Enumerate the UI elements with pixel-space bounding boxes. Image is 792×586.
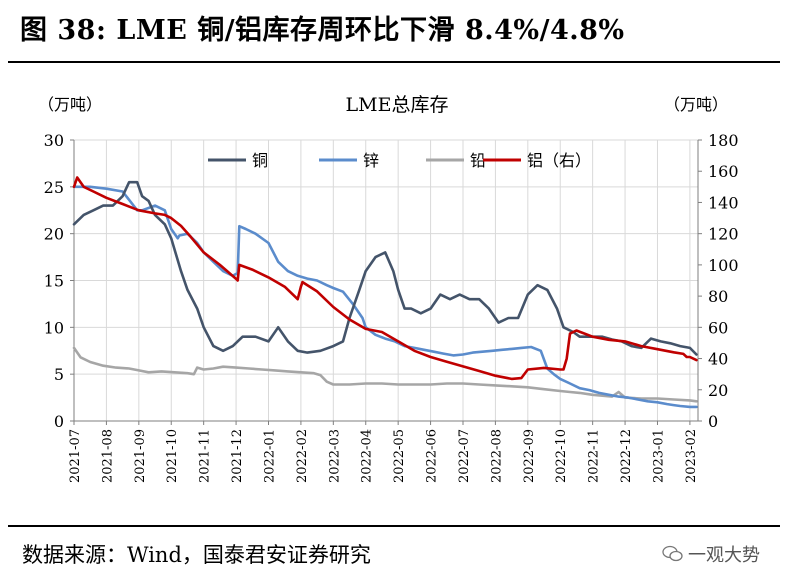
x-tick-label: 2022-10 xyxy=(554,429,569,483)
x-tick-label: 2022-01 xyxy=(262,429,277,483)
x-tick-label: 2022-09 xyxy=(522,429,537,483)
x-tick-label: 2022-08 xyxy=(489,429,504,483)
title-rule xyxy=(8,61,780,63)
x-tick-label: 2022-03 xyxy=(327,429,342,483)
right-tick-label: 0 xyxy=(708,412,718,431)
watermark: 一观大势 xyxy=(662,541,760,567)
x-tick-label: 2021-07 xyxy=(68,429,83,483)
right-tick-label: 40 xyxy=(708,350,728,369)
figure-title: 图 38: LME 铜/铝库存周环比下滑 8.4%/4.8% xyxy=(20,15,625,46)
right-tick-label: 120 xyxy=(708,225,739,244)
x-tick-label: 2021-12 xyxy=(230,429,245,483)
left-tick-label: 5 xyxy=(54,365,64,384)
wechat-icon xyxy=(662,545,683,562)
x-tick-label: 2023-02 xyxy=(684,429,699,483)
source-note: 数据来源：Wind，国泰君安证券研究 xyxy=(22,543,371,567)
x-tick-label: 2023-01 xyxy=(651,429,666,483)
x-tick-label: 2022-11 xyxy=(587,429,602,483)
x-tick-label: 2021-10 xyxy=(165,429,180,483)
left-tick-label: 15 xyxy=(44,272,64,291)
series-line xyxy=(72,176,698,381)
x-tick-label: 2021-08 xyxy=(100,429,115,483)
legend-label: 锌 xyxy=(363,151,379,170)
legend-label: 铝（右） xyxy=(527,151,591,170)
x-tick-label: 2022-05 xyxy=(392,429,407,483)
series-line xyxy=(72,346,698,403)
x-tick-label: 2022-02 xyxy=(295,429,310,483)
right-tick-label: 60 xyxy=(708,318,728,337)
right-tick-label: 160 xyxy=(708,162,739,181)
right-tick-label: 140 xyxy=(708,193,739,212)
right-tick-label: 180 xyxy=(708,131,739,150)
watermark-text: 一观大势 xyxy=(688,545,760,566)
right-tick-label: 20 xyxy=(708,381,728,400)
left-tick-label: 20 xyxy=(44,225,64,244)
legend-label: 铜 xyxy=(252,151,268,170)
x-tick-label: 2021-09 xyxy=(133,429,148,483)
series-line xyxy=(72,180,698,356)
right-tick-label: 80 xyxy=(708,287,728,306)
left-tick-label: 10 xyxy=(44,318,64,337)
right-axis-unit: （万吨） xyxy=(664,95,728,114)
left-tick-label: 30 xyxy=(44,131,64,150)
left-tick-label: 25 xyxy=(44,178,64,197)
source-rule xyxy=(8,525,780,527)
chart-title: LME总库存 xyxy=(346,94,449,116)
x-tick-label: 2022-06 xyxy=(425,429,440,483)
left-tick-label: 0 xyxy=(54,412,64,431)
legend-label: 铅 xyxy=(470,151,486,170)
x-tick-label: 2022-07 xyxy=(457,429,472,483)
x-tick-label: 2021-11 xyxy=(198,429,213,483)
right-tick-label: 100 xyxy=(708,256,739,275)
x-tick-label: 2022-12 xyxy=(619,429,634,483)
x-tick-label: 2022-04 xyxy=(360,429,375,483)
left-axis-unit: （万吨） xyxy=(38,95,102,114)
